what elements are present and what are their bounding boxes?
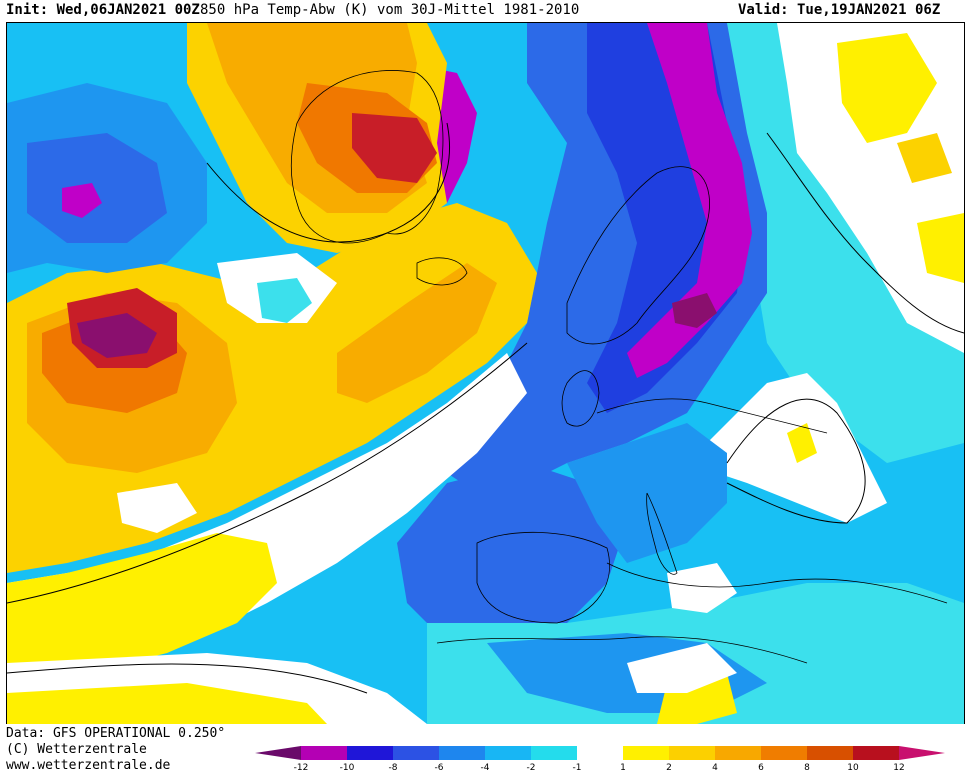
contour-atlantic [7,342,528,604]
coast-italy [646,492,678,575]
legend-tick-label: 10 [847,763,859,773]
data-source-label: Data: GFS OPERATIONAL 0.250° [6,726,226,741]
init-time-label: Init: Wed,06JAN2021 00Z [6,2,200,18]
legend-color-box [853,746,899,760]
coast-mediterranean [606,562,948,604]
contour-arctic [206,122,450,243]
zero-contour-lines [7,122,964,694]
legend-color-box [347,746,393,760]
legend-tick-label: 2 [666,763,672,773]
legend-color-box [255,746,301,760]
legend-color-box [393,746,439,760]
map-header: Init: Wed,06JAN2021 00Z 850 hPa Temp-Abw… [0,0,969,22]
legend-tick-label: 12 [893,763,904,773]
temperature-anomaly-map [6,22,965,725]
legend-tick-label: -4 [481,763,490,773]
region-canada-magenta [62,183,102,218]
legend-color-box [623,746,669,760]
legend-color-box [531,746,577,760]
legend-tick-label: -10 [340,763,355,773]
legend-tick-label: 6 [758,763,764,773]
coast-north-africa [436,636,808,664]
coast-greenland [290,70,444,244]
coast-iberia [476,531,610,624]
region-south-atlantic-yellow [7,533,277,683]
coast-british-isles [561,370,600,427]
region-iberia-white [667,563,737,613]
region-east-yellow-1 [837,33,937,143]
region-southwest-yellow [7,683,327,724]
region-cold-magenta [627,23,752,378]
region-labrador-cyan [257,278,312,323]
legend-tick-label: 1 [620,763,626,773]
legend-color-boxes [255,746,945,760]
legend-tick-label: 4 [712,763,718,773]
coastlines [290,70,948,664]
legend-color-box [715,746,761,760]
region-balkans-yellow [787,423,817,463]
region-canada-blue [27,133,167,243]
legend-tick-label: -6 [435,763,444,773]
legend-color-box [485,746,531,760]
legend-tick-label: -12 [294,763,309,773]
contour-balkans [726,398,866,524]
region-atlantic-orange-2 [337,263,497,403]
legend-color-box [807,746,853,760]
legend-color-box [577,746,623,760]
legend-tick-label: -2 [527,763,536,773]
coast-scandinavia [566,166,710,345]
color-scale-legend: -12 -10 -8 -6 -4 -2 -1 1 2 4 6 8 10 12 [255,746,945,773]
legend-color-box [899,746,945,760]
contour-south [7,663,368,694]
contour-east [766,132,964,334]
copyright-label: (C) Wetterzentrale [6,742,147,757]
valid-time-label: Valid: Tue,19JAN2021 06Z [738,2,941,18]
region-arctic-red [352,113,437,183]
legend-tick-labels: -12 -10 -8 -6 -4 -2 -1 1 2 4 6 8 10 12 [294,763,905,773]
website-label: www.wetterzentrale.de [6,758,171,773]
map-canvas [7,23,964,724]
region-iberia-blue [397,463,627,653]
legend-tick-label: -8 [389,763,398,773]
legend-color-box [439,746,485,760]
region-east-yellow-3 [897,133,952,183]
map-title: 850 hPa Temp-Abw (K) vom 30J-Mittel 1981… [200,2,580,18]
coast-europe-north [596,398,828,434]
region-cold-purple-core [672,293,717,328]
region-africa-white [627,643,737,693]
legend-tick-label: 8 [804,763,810,773]
region-south-white-patch [117,483,197,533]
region-east-yellow-2 [917,213,964,283]
legend-color-box [761,746,807,760]
coast-iceland [416,257,468,286]
map-footer: Data: GFS OPERATIONAL 0.250° (C) Wetterz… [0,724,969,775]
region-atlantic-purple-core [77,313,157,358]
legend-color-box [301,746,347,760]
legend-tick-label: -1 [573,763,582,773]
legend-color-box [669,746,715,760]
